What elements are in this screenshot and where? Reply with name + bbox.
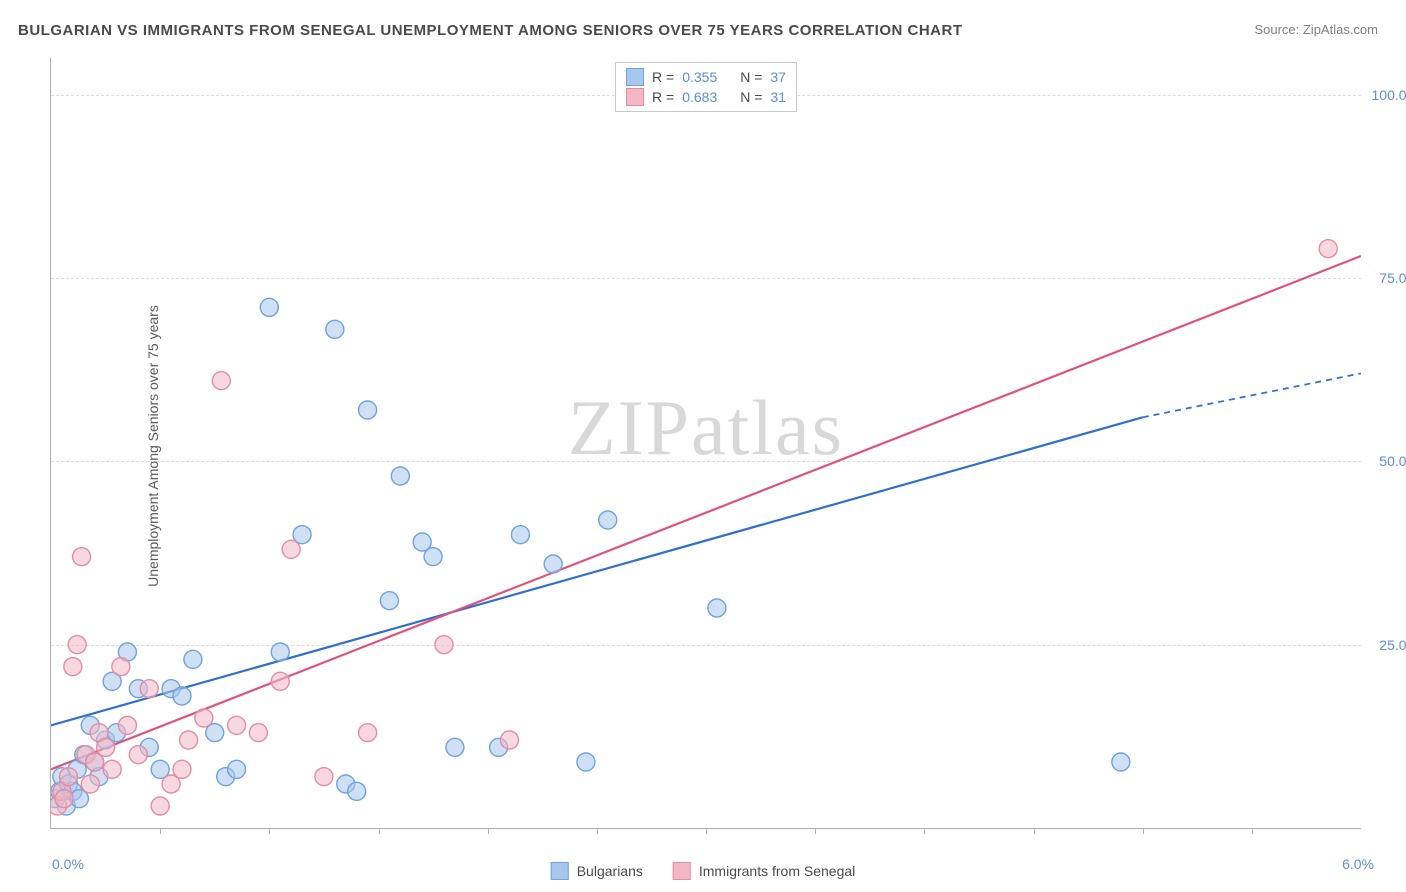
legend-N-label: N = [740, 87, 762, 107]
data-point [97, 738, 115, 756]
plot-canvas [51, 58, 1361, 828]
data-point [151, 797, 169, 815]
x-tick [379, 828, 380, 834]
legend-stats-row: R = 0.683 N = 31 [626, 87, 786, 107]
data-point [180, 731, 198, 749]
data-point [59, 768, 77, 786]
y-tick-label: 75.0% [1379, 270, 1406, 286]
data-point [73, 548, 91, 566]
legend-R-label: R = [652, 87, 674, 107]
data-point [348, 782, 366, 800]
x-axis-start-label: 0.0% [52, 856, 84, 872]
regression-line [51, 417, 1143, 725]
data-point [212, 372, 230, 390]
x-tick [706, 828, 707, 834]
x-tick [924, 828, 925, 834]
data-point [228, 716, 246, 734]
data-point [599, 511, 617, 529]
legend-R-value: 0.683 [682, 87, 732, 107]
data-point [1319, 240, 1337, 258]
legend-stats: R = 0.355 N = 37 R = 0.683 N = 31 [615, 62, 797, 112]
legend-swatch [551, 862, 569, 880]
data-point [359, 401, 377, 419]
x-tick [1143, 828, 1144, 834]
data-point [708, 599, 726, 617]
data-point [260, 298, 278, 316]
legend-N-label: N = [740, 67, 762, 87]
data-point [326, 320, 344, 338]
data-point [577, 753, 595, 771]
legend-N-value: 37 [770, 67, 786, 87]
scatter-plot: ZIPatlas R =0.355N =37R =0.683N =31 25.0… [50, 58, 1361, 829]
data-point [271, 643, 289, 661]
legend-series-item: Bulgarians [551, 862, 643, 880]
y-tick-label: 50.0% [1379, 453, 1406, 469]
data-point [112, 658, 130, 676]
legend-stats-row: R = 0.355 N = 37 [626, 67, 786, 87]
data-point [173, 760, 191, 778]
x-tick [160, 828, 161, 834]
data-point [249, 724, 267, 742]
legend-series-label: Bulgarians [577, 863, 643, 879]
legend-R-value: 0.355 [682, 67, 732, 87]
data-point [140, 680, 158, 698]
source-attribution: Source: ZipAtlas.com [1254, 22, 1378, 37]
legend-series-item: Immigrants from Senegal [673, 862, 855, 880]
legend-swatch [626, 68, 644, 86]
x-tick [1034, 828, 1035, 834]
data-point [1112, 753, 1130, 771]
regression-line-dashed [1143, 373, 1361, 417]
x-tick [815, 828, 816, 834]
legend-series: Bulgarians Immigrants from Senegal [551, 862, 856, 880]
chart-title: BULGARIAN VS IMMIGRANTS FROM SENEGAL UNE… [18, 22, 963, 39]
data-point [228, 760, 246, 778]
data-point [64, 658, 82, 676]
legend-series-label: Immigrants from Senegal [699, 863, 855, 879]
x-tick [597, 828, 598, 834]
y-tick-label: 25.0% [1379, 637, 1406, 653]
data-point [501, 731, 519, 749]
data-point [315, 768, 333, 786]
data-point [282, 540, 300, 558]
data-point [118, 716, 136, 734]
x-axis-end-label: 6.0% [1342, 856, 1374, 872]
data-point [544, 555, 562, 573]
data-point [68, 636, 86, 654]
legend-swatch [673, 862, 691, 880]
data-point [55, 790, 73, 808]
data-point [391, 467, 409, 485]
data-point [271, 672, 289, 690]
x-tick [269, 828, 270, 834]
data-point [195, 709, 213, 727]
y-tick-label: 100.0% [1372, 87, 1406, 103]
data-point [435, 636, 453, 654]
regression-line [51, 256, 1361, 769]
legend-N-value: 31 [770, 87, 786, 107]
data-point [446, 738, 464, 756]
source-label: Source: [1254, 22, 1302, 37]
legend-swatch [626, 88, 644, 106]
data-point [184, 650, 202, 668]
data-point [359, 724, 377, 742]
legend-R-label: R = [652, 67, 674, 87]
x-tick [488, 828, 489, 834]
data-point [81, 775, 99, 793]
data-point [380, 592, 398, 610]
data-point [173, 687, 191, 705]
source-link[interactable]: ZipAtlas.com [1303, 22, 1378, 37]
x-tick [1252, 828, 1253, 834]
data-point [103, 760, 121, 778]
data-point [424, 548, 442, 566]
data-point [129, 746, 147, 764]
data-point [511, 526, 529, 544]
